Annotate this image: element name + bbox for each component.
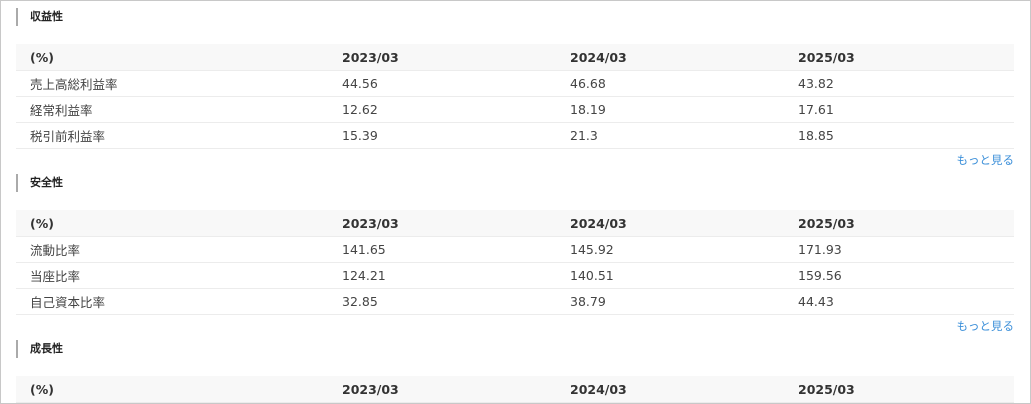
cell-value: 38.79 <box>556 288 784 315</box>
table-row: 税引前利益率 15.39 21.3 18.85 <box>16 122 1014 149</box>
section-1: 収益性 (%) 2023/03 2024/03 2025/03 売上高総利益率 44.56 4… <box>16 8 1014 168</box>
column-header: (%) <box>16 44 328 71</box>
row-label: 流動比率 <box>16 236 328 263</box>
cell-value: 44.56 <box>328 70 556 97</box>
table-header-row: (%) 2023/03 2024/03 2025/03 <box>16 376 1014 403</box>
section-title: 成長性 <box>16 340 1014 360</box>
cell-value: 32.85 <box>328 288 556 315</box>
cell-value: 21.3 <box>556 122 784 149</box>
cell-value: 18.85 <box>784 122 1014 149</box>
more-link[interactable]: もっと見る <box>956 153 1015 167</box>
cell-value: 171.93 <box>784 236 1014 263</box>
table-row: 当座比率 124.21 140.51 159.56 <box>16 262 1014 289</box>
cell-value: 17.61 <box>784 96 1014 123</box>
column-header: 2024/03 <box>556 44 784 71</box>
column-header: 2024/03 <box>556 376 784 403</box>
cell-value: 46.68 <box>556 70 784 97</box>
cell-value: 18.19 <box>556 96 784 123</box>
table-row: 売上高総利益率 44.56 46.68 43.82 <box>16 70 1014 97</box>
column-header: (%) <box>16 376 328 403</box>
column-header: 2025/03 <box>784 376 1014 403</box>
table-row: 経常利益率 12.62 18.19 17.61 <box>16 96 1014 123</box>
cell-value: 43.82 <box>784 70 1014 97</box>
cell-value: 15.39 <box>328 122 556 149</box>
column-header: 2023/03 <box>328 210 556 237</box>
cell-value: 145.92 <box>556 236 784 263</box>
column-header: 2025/03 <box>784 210 1014 237</box>
table-row: 流動比率 141.65 145.92 171.93 <box>16 236 1014 263</box>
row-label: 経常利益率 <box>16 96 328 123</box>
column-header: 2025/03 <box>784 44 1014 71</box>
column-header: (%) <box>16 210 328 237</box>
cell-value: 141.65 <box>328 236 556 263</box>
column-header: 2024/03 <box>556 210 784 237</box>
data-table: (%) 2023/03 2024/03 2025/03 流動比率 141.65 145.92… <box>16 210 1014 315</box>
cell-value: 44.43 <box>784 288 1014 315</box>
data-table: (%) 2023/03 2024/03 2025/03 <box>16 376 1014 403</box>
more-link[interactable]: もっと見る <box>956 319 1015 333</box>
data-table: (%) 2023/03 2024/03 2025/03 売上高総利益率 44.56 46.6… <box>16 44 1014 149</box>
section-2: 安全性 (%) 2023/03 2024/03 2025/03 流動比率 141.65 145… <box>16 174 1014 334</box>
column-header: 2023/03 <box>328 44 556 71</box>
cell-value: 159.56 <box>784 262 1014 289</box>
table-header-row: (%) 2023/03 2024/03 2025/03 <box>16 210 1014 237</box>
section-title: 収益性 <box>16 8 1014 28</box>
row-label: 税引前利益率 <box>16 122 328 149</box>
cell-value: 140.51 <box>556 262 784 289</box>
table-row: 自己資本比率 32.85 38.79 44.43 <box>16 288 1014 315</box>
section-title: 安全性 <box>16 174 1014 194</box>
column-header: 2023/03 <box>328 376 556 403</box>
table-header-row: (%) 2023/03 2024/03 2025/03 <box>16 44 1014 71</box>
row-label: 自己資本比率 <box>16 288 328 315</box>
cell-value: 12.62 <box>328 96 556 123</box>
row-label: 当座比率 <box>16 262 328 289</box>
section-3: 成長性 (%) 2023/03 2024/03 2025/03 <box>16 340 1014 403</box>
row-label: 売上高総利益率 <box>16 70 328 97</box>
cell-value: 124.21 <box>328 262 556 289</box>
